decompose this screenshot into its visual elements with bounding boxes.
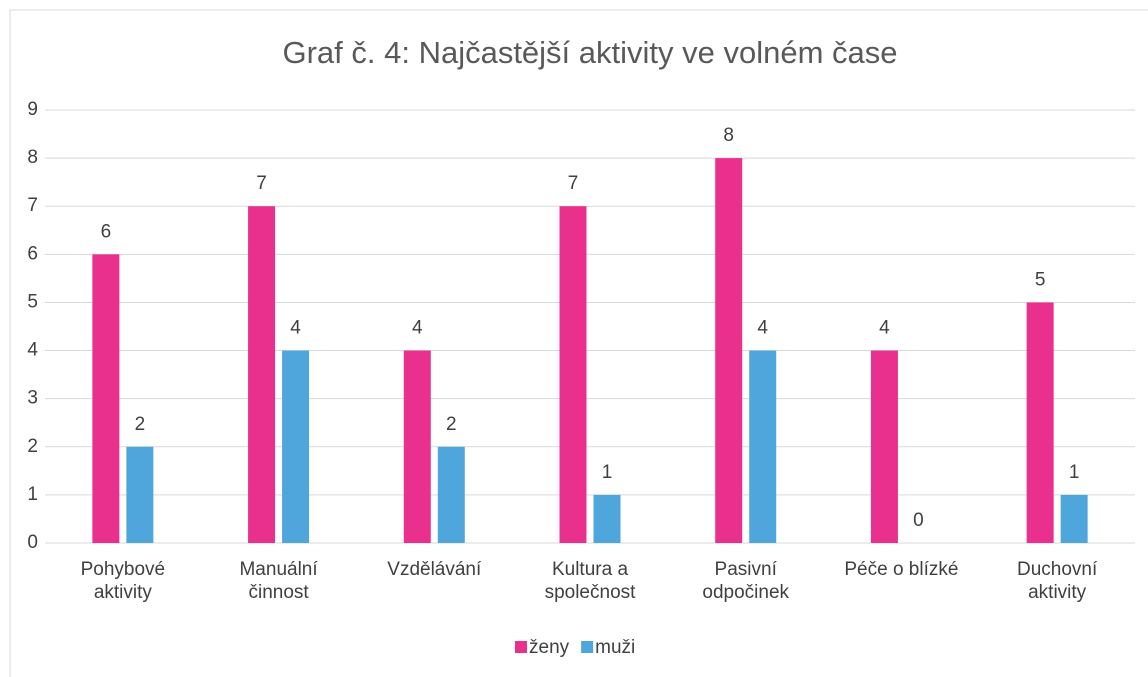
bar [1026,302,1054,543]
chart-frame [9,9,1148,677]
x-tick-label: Manuální činnost [239,559,318,603]
y-tick-label: 0 [27,532,38,553]
legend-swatch [581,641,594,653]
data-label: 4 [290,318,301,339]
legend-label: muži [595,637,635,658]
legend-swatch [515,641,527,653]
bar [1060,494,1088,543]
bar [593,494,621,543]
x-tick-label: Kultura a společnost [545,559,637,603]
bar [749,350,777,543]
data-label: 5 [1035,269,1046,290]
data-label: 4 [879,318,890,339]
data-label: 1 [1069,462,1080,483]
data-label: 7 [256,173,267,194]
y-tick-label: 1 [27,484,38,505]
bar [559,206,587,543]
y-tick-label: 8 [27,147,38,168]
bar [403,350,431,543]
bar [870,350,898,543]
data-label: 7 [568,173,579,194]
data-label: 8 [723,125,734,146]
data-label: 1 [602,462,613,483]
x-tick-label: Péče o blízké [844,559,958,580]
y-tick-label: 2 [27,436,38,457]
x-tick-label: Vzdělávání [387,559,482,580]
data-label: 4 [412,318,423,339]
bar [282,350,310,543]
y-tick-label: 3 [27,388,38,409]
bar [437,446,465,543]
y-tick-label: 7 [27,195,38,216]
y-tick-label: 4 [27,340,38,361]
x-tick-label: Pohybové aktivity [81,559,166,603]
y-tick-label: 9 [27,99,38,120]
data-label: 6 [101,221,112,242]
x-tick-label: Duchovní aktivity [1017,559,1098,603]
x-tick-label: Pasivní odpočinek [702,559,789,603]
bar [126,446,154,543]
data-label: 2 [446,414,457,435]
bar [248,206,276,543]
chart-title: Graf č. 4: Najčastější aktivity ve volné… [282,35,897,70]
bar [715,158,743,543]
data-label: 4 [757,318,768,339]
y-tick-label: 5 [27,291,38,312]
data-label: 2 [135,414,146,435]
y-tick-label: 6 [27,243,38,264]
bar [92,254,120,544]
data-label: 0 [913,510,924,531]
legend-label: ženy [529,637,570,658]
